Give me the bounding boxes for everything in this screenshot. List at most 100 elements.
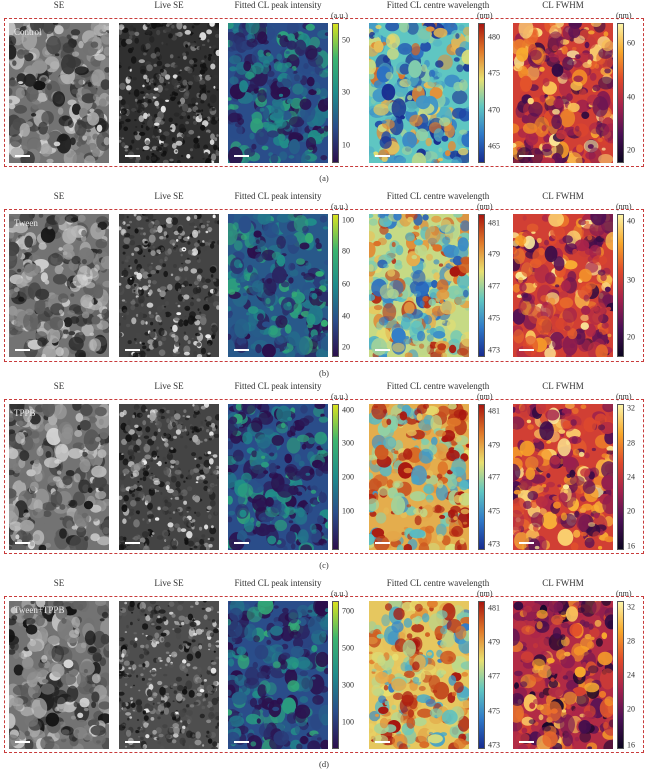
colorbar-tick-label: 40 [627,92,635,102]
colorbar-tick-label: 465 [488,141,500,151]
colorbar-tick-label: 481 [488,406,500,416]
column-header: CL FWHM [542,578,584,588]
map-image [369,601,469,749]
colorbar-unit: (nm) [616,11,632,20]
sample-label: TPPB [14,408,36,418]
colorbar-tick-label: 481 [488,218,500,228]
column-header: Fitted CL peak intensity [234,381,322,391]
scale-bar [125,155,140,157]
colorbar-tick-label: 10 [342,140,350,150]
scale-bar [519,155,534,157]
column-header: Live SE [154,381,184,391]
colorbar-tick-label: 479 [488,249,500,259]
column-header: Fitted CL centre wavelength [386,381,490,391]
colorbar-unit: (nm) [616,589,632,598]
figure-panel: SE Live SE Fitted CL peak intensity Fitted … [0,0,649,190]
map-image [119,214,219,357]
colorbar-tick-label: 475 [488,506,500,516]
colorbar [478,601,485,749]
colorbar-tick-label: 481 [488,603,500,613]
colorbar-tick-label: 80 [342,246,350,256]
colorbar-tick-label: 32 [627,403,635,413]
panel-frame [4,399,644,554]
colorbar [478,214,485,357]
panel-frame [4,18,644,167]
scale-bar [375,349,390,351]
map-image: Tween+TPPB [9,601,109,749]
colorbar-tick-label: 479 [488,440,500,450]
colorbar-tick-label: 477 [488,671,500,681]
column-header: Fitted CL peak intensity [234,578,322,588]
scale-bar [125,542,140,544]
colorbar-tick-label: 20 [627,704,635,714]
scale-bar [234,542,249,544]
map-image [513,214,613,357]
colorbar-unit: (nm) [616,392,632,401]
scale-bar [375,155,390,157]
colorbar-tick-label: 40 [627,216,635,226]
column-header: SE [53,191,65,201]
colorbar-tick-label: 60 [627,38,635,48]
panel-frame [4,596,644,753]
colorbar-tick-label: 24 [627,670,635,680]
panel-caption: (d) [319,759,329,769]
scale-bar [125,349,140,351]
scale-bar [125,741,140,743]
colorbar-tick-label: 100 [342,506,354,516]
column-header: CL FWHM [542,0,584,10]
colorbar-tick-label: 400 [342,405,354,415]
figure-panel: SE Live SE Fitted CL peak intensity Fitted … [0,578,649,782]
colorbar-tick-label: 16 [627,541,635,551]
colorbar-tick-label: 24 [627,472,635,482]
colorbar-tick-label: 500 [342,643,354,653]
scale-bar [15,542,30,544]
column-header: SE [53,578,65,588]
sample-label: Control [14,27,42,37]
column-header: Live SE [154,0,184,10]
colorbar-unit: (a.u.) [331,11,348,20]
column-header: Fitted CL centre wavelength [386,0,490,10]
colorbar-tick-label: 473 [488,539,500,549]
colorbar-tick-label: 16 [627,740,635,750]
column-header: CL FWHM [542,191,584,201]
colorbar [617,23,624,163]
scale-bar [15,349,30,351]
map-image: TPPB [9,404,109,550]
scale-bar [519,349,534,351]
colorbar-unit: (a.u.) [331,392,348,401]
map-image [228,601,328,749]
scale-bar [234,155,249,157]
colorbar-tick-label: 475 [488,68,500,78]
colorbar-tick-label: 475 [488,706,500,716]
colorbar-tick-label: 50 [342,35,350,45]
map-image [119,601,219,749]
colorbar-tick-label: 300 [342,680,354,690]
colorbar [332,23,339,163]
colorbar-unit: (nm) [616,202,632,211]
panel-caption: (c) [319,560,329,570]
figure-panel: SE Live SE Fitted CL peak intensity Fitted … [0,381,649,578]
column-header: Fitted CL centre wavelength [386,578,490,588]
panel-caption: (a) [319,173,329,183]
colorbar [617,601,624,749]
map-image [369,214,469,357]
map-image [228,23,328,163]
map-image: Tween [9,214,109,357]
scale-bar [519,741,534,743]
colorbar-unit: (a.u.) [331,589,348,598]
scale-bar [234,349,249,351]
map-image [513,23,613,163]
colorbar-tick-label: 30 [627,275,635,285]
map-image [228,404,328,550]
colorbar-unit: (nm) [477,392,493,401]
colorbar-tick-label: 300 [342,438,354,448]
scale-bar [15,155,30,157]
colorbar-tick-label: 60 [342,279,350,289]
colorbar [617,404,624,550]
panel-caption: (b) [319,368,329,378]
column-header: SE [53,381,65,391]
scale-bar [15,741,30,743]
sample-label: Tween+TPPB [14,605,65,615]
colorbar-tick-label: 30 [342,87,350,97]
